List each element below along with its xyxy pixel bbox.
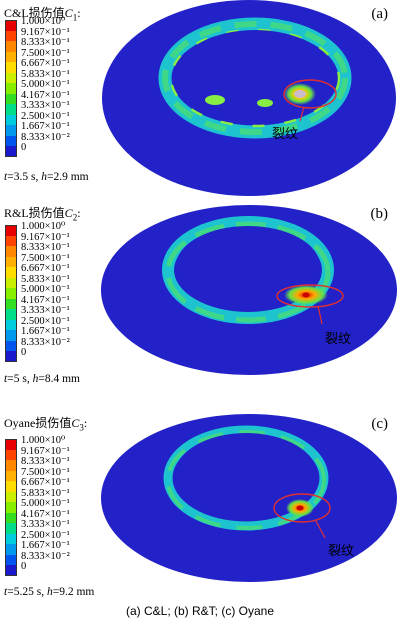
legend-swatch (5, 267, 17, 278)
legend-label: 2.500×10⁻¹ (21, 529, 70, 541)
legend-swatch (5, 351, 17, 362)
panel-a: C&L损伤值C1: (a) 1.000×10⁰ 9.167×10⁻¹ 8.333×1… (0, 0, 400, 200)
legend-label: 7.500×10⁻¹ (21, 466, 70, 478)
legend-label: 6.667×10⁻¹ (21, 477, 70, 488)
legend-swatch (5, 246, 17, 257)
legend-label: 3.333×10⁻¹ (21, 305, 70, 316)
legend-label: 5.000×10⁻¹ (21, 498, 70, 509)
legend-label: 7.500×10⁻¹ (21, 47, 70, 59)
legend-swatch (5, 544, 17, 555)
legend-label: 5.833×10⁻¹ (21, 273, 70, 285)
time-height-readout: t=3.5 s, h=2.9 mm (4, 171, 89, 183)
legend-swatch (5, 491, 17, 502)
legend-label: 1.000×10⁰ (21, 435, 66, 446)
legend-label: 1.667×10⁻¹ (21, 326, 70, 337)
panel-b: R&L损伤值C2: (b) 1.000×10⁰ 9.167×10⁻¹ 8.333×1… (0, 200, 400, 400)
legend-label: 1.667×10⁻¹ (21, 540, 70, 551)
legend-swatch (5, 481, 17, 492)
legend-swatch (5, 298, 17, 309)
disk-contour-plot (101, 414, 397, 582)
legend-label: 9.167×10⁻¹ (21, 231, 70, 243)
legend-swatch (5, 104, 17, 115)
legend-label: 3.333×10⁻¹ (21, 100, 70, 111)
legend-swatch (5, 533, 17, 544)
legend-swatch (5, 502, 17, 513)
crack-label: 裂纹 (325, 332, 352, 347)
legend-label: 8.333×10⁻² (21, 550, 70, 562)
panel-tag: (a) (371, 6, 388, 22)
panel-tag: (b) (370, 206, 389, 222)
legend-swatch (5, 72, 17, 83)
disk-contour-plot (102, 0, 396, 196)
legend-label: 5.833×10⁻¹ (21, 68, 70, 80)
legend-label: 4.167×10⁻¹ (21, 89, 70, 101)
legend-swatch (5, 41, 17, 52)
legend-label: 5.000×10⁻¹ (21, 284, 70, 295)
crack-label: 裂纹 (272, 127, 299, 142)
crack-label: 裂纹 (328, 544, 355, 559)
legend-swatch (5, 460, 17, 471)
legend-label: 6.667×10⁻¹ (21, 263, 70, 274)
legend-swatch (5, 554, 17, 565)
panel-title: R&L损伤值C2: (4, 206, 81, 223)
legend-swatch (5, 288, 17, 299)
figure-caption: (a) C&L; (b) R&T; (c) Oyane (125, 604, 275, 618)
legend-label: 4.167×10⁻¹ (21, 294, 70, 306)
legend-swatch (5, 319, 17, 330)
legend-swatch (5, 146, 17, 157)
time-height-readout: t=5.25 s, h=9.2 mm (4, 586, 95, 598)
legend-swatch (5, 309, 17, 320)
panel-c: Oyane损伤值C3: (c) 1.000×10⁰ 9.167×10⁻¹ 8.333… (0, 410, 400, 610)
legend-label: 0 (21, 347, 27, 358)
legend-label: 5.000×10⁻¹ (21, 79, 70, 90)
legend-swatch (5, 235, 17, 246)
legend-swatch (5, 225, 17, 236)
panel-title: C&L损伤值C1: (4, 6, 81, 23)
legend-swatch (5, 51, 17, 62)
legend-label: 8.333×10⁻² (21, 131, 70, 143)
legend-swatch (5, 62, 17, 73)
legend-swatch (5, 83, 17, 94)
legend-swatch (5, 30, 17, 41)
legend-swatch (5, 523, 17, 534)
legend-swatch (5, 135, 17, 146)
legend-swatch (5, 256, 17, 267)
legend-label: 3.333×10⁻¹ (21, 519, 70, 530)
legend-label: 8.333×10⁻¹ (21, 37, 70, 48)
legend-label: 9.167×10⁻¹ (21, 26, 70, 38)
legend-swatch (5, 20, 17, 31)
legend-swatch (5, 277, 17, 288)
legend-swatch (5, 114, 17, 125)
legend-swatch (5, 449, 17, 460)
legend-label: 2.500×10⁻¹ (21, 315, 70, 327)
panel-title: Oyane损伤值C3: (4, 416, 88, 433)
legend-label: 0 (21, 561, 27, 572)
legend-swatch (5, 512, 17, 523)
legend-swatch (5, 125, 17, 136)
legend-label: 1.000×10⁰ (21, 16, 66, 27)
legend-label: 4.167×10⁻¹ (21, 508, 70, 520)
legend-label: 0 (21, 142, 27, 153)
legend-label: 7.500×10⁻¹ (21, 252, 70, 264)
legend-label: 9.167×10⁻¹ (21, 445, 70, 457)
panel-tag: (c) (371, 416, 388, 432)
legend-label: 5.833×10⁻¹ (21, 487, 70, 499)
legend-swatch (5, 330, 17, 341)
legend-label: 6.667×10⁻¹ (21, 58, 70, 69)
legend-swatch (5, 340, 17, 351)
legend-swatch (5, 565, 17, 576)
legend-label: 8.333×10⁻² (21, 336, 70, 348)
legend-label: 1.667×10⁻¹ (21, 121, 70, 132)
legend-label: 2.500×10⁻¹ (21, 110, 70, 122)
time-height-readout: t=5 s, h=8.4 mm (4, 373, 80, 385)
legend-label: 1.000×10⁰ (21, 221, 66, 232)
legend-label: 8.333×10⁻¹ (21, 242, 70, 253)
disk-contour-plot (101, 205, 397, 375)
legend-swatch (5, 470, 17, 481)
legend-swatch (5, 439, 17, 450)
legend-label: 8.333×10⁻¹ (21, 456, 70, 467)
legend-swatch (5, 93, 17, 104)
